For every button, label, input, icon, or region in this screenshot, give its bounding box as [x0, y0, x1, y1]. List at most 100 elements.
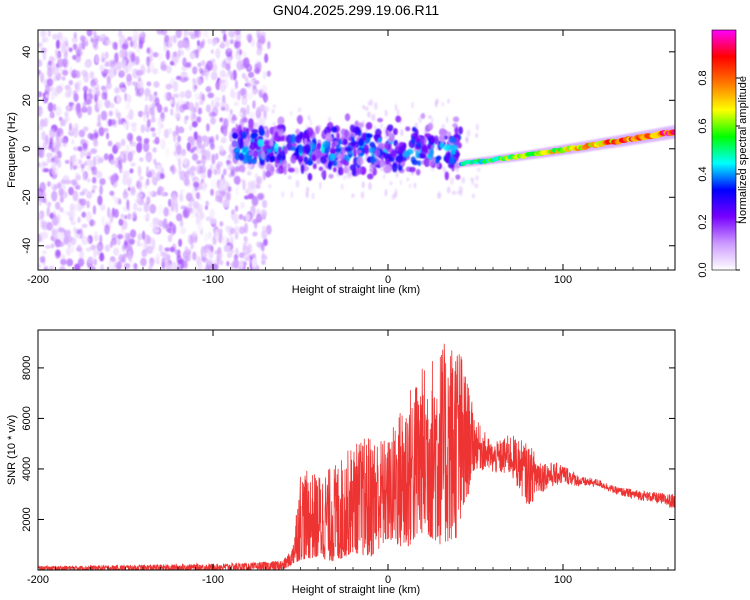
heatmap-cell: [228, 30, 235, 38]
heatmap-cell: [405, 126, 411, 132]
heatmap-cell: [243, 235, 248, 242]
heatmap-cell: [38, 59, 43, 68]
heatmap-cell: [290, 191, 294, 198]
heatmap-cell: [86, 105, 92, 116]
heatmap-cell: [68, 79, 74, 86]
heatmap-cell: [158, 203, 163, 215]
heatmap-cell: [239, 259, 244, 269]
heatmap-cell: [130, 186, 136, 194]
heatmap-cell: [71, 36, 79, 44]
heatmap-cell: [201, 135, 208, 142]
heatmap-cell: [179, 188, 185, 194]
heatmap-cell: [53, 229, 61, 239]
heatmap-cell: [165, 223, 170, 232]
heatmap-cell: [439, 142, 445, 149]
heatmap-cell: [319, 181, 322, 190]
heatmap-cell: [197, 107, 203, 115]
heatmap-cell: [59, 207, 64, 213]
heatmap-cell: [107, 207, 111, 218]
heatmap-cell: [63, 118, 68, 124]
heatmap-cell: [344, 129, 349, 138]
heatmap-cell: [196, 164, 203, 175]
heatmap-cell: [248, 151, 255, 156]
heatmap-cell: [214, 153, 219, 161]
snr-x-tick-label: 100: [554, 574, 572, 586]
heatmap-cell: [437, 190, 442, 199]
heatmap-cell: [126, 132, 133, 142]
heatmap-cell: [452, 123, 458, 128]
heatmap-cell: [97, 195, 103, 206]
heatmap-cell: [77, 80, 83, 86]
heatmap-cell: [78, 129, 86, 138]
heatmap-cell: [152, 147, 157, 153]
heatmap-cell: [175, 30, 182, 39]
heatmap-cell: [103, 53, 108, 60]
heatmap-cell: [79, 249, 84, 261]
heatmap-cell: [144, 87, 151, 97]
heatmap-cell: [469, 177, 474, 182]
heatmap-cell: [277, 127, 284, 137]
heatmap-cell: [54, 183, 62, 189]
heatmap-cell: [201, 38, 206, 45]
heatmap-cell: [200, 145, 205, 154]
heatmap-cell: [231, 127, 237, 134]
heatmap-cell: [267, 40, 271, 50]
heatmap-cell: [269, 140, 274, 147]
heatmap-cell: [170, 108, 174, 116]
heatmap-cell: [415, 150, 420, 159]
heatmap-cell: [208, 111, 216, 118]
heatmap-cell: [214, 101, 220, 108]
heatmap-cell: [373, 102, 378, 110]
heatmap-cell: [130, 122, 138, 127]
heatmap-cell: [87, 132, 93, 139]
heatmap-cell: [141, 230, 146, 240]
heatmap-cell: [116, 112, 122, 119]
heatmap-cell: [123, 262, 131, 269]
heatmap-cell: [247, 243, 253, 254]
heatmap-cell: [157, 185, 163, 196]
spectrogram-x-tick-label: -100: [202, 274, 224, 286]
heatmap-cell: [451, 190, 456, 195]
heatmap-cell: [172, 34, 177, 44]
heatmap-cell: [435, 98, 439, 105]
heatmap-cell: [196, 203, 203, 214]
heatmap-cell: [435, 161, 440, 168]
heatmap-cell: [58, 116, 62, 121]
heatmap-cell: [306, 186, 310, 193]
heatmap-cell: [263, 105, 270, 113]
heatmap-cell: [76, 184, 81, 190]
heatmap-cell: [394, 188, 398, 196]
heatmap-cell: [221, 235, 228, 245]
heatmap-cell: [321, 170, 326, 178]
heatmap-cell: [192, 81, 197, 93]
heatmap-cell: [153, 158, 157, 165]
heatmap-cell: [261, 252, 265, 258]
heatmap-cell: [118, 218, 124, 226]
heatmap-cell: [115, 94, 122, 105]
heatmap-cell: [204, 205, 208, 210]
heatmap-cell: [120, 225, 125, 236]
heatmap-cell: [264, 53, 269, 64]
heatmap-cell: [50, 182, 56, 189]
heatmap-cell: [471, 193, 475, 199]
heatmap-cell: [46, 221, 54, 231]
heatmap-cell: [225, 39, 230, 48]
heatmap-cell: [122, 121, 126, 129]
heatmap-cell: [57, 58, 64, 68]
heatmap-cell: [160, 251, 166, 257]
heatmap-cell: [216, 163, 221, 171]
heatmap-cell: [328, 173, 334, 179]
heatmap-cell: [168, 211, 172, 218]
heatmap-cell: [71, 155, 76, 166]
heatmap-cell: [210, 188, 214, 196]
heatmap-cell: [354, 127, 361, 136]
heatmap-cell: [99, 65, 105, 72]
heatmap-cell: [137, 76, 142, 82]
heatmap-cell: [182, 157, 188, 166]
heatmap-cell: [179, 192, 184, 203]
heatmap-cell: [277, 124, 283, 130]
heatmap-cell: [149, 203, 157, 214]
heatmap-cell: [411, 126, 417, 133]
heatmap-cell: [446, 186, 451, 194]
